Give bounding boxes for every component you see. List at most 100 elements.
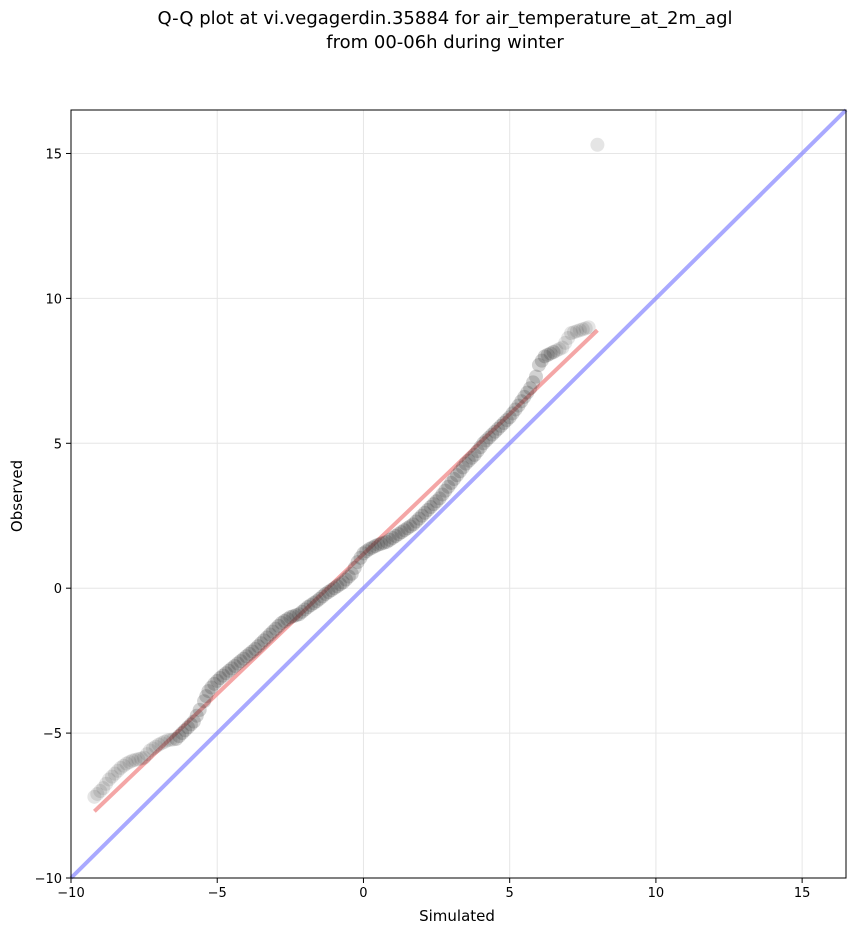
data-point [277, 614, 292, 629]
data-point [166, 732, 181, 747]
data-point [502, 410, 517, 425]
identity-line-group [69, 108, 848, 880]
data-point [248, 642, 263, 657]
data-point [578, 321, 593, 336]
data-point [490, 421, 505, 436]
data-point [154, 736, 169, 751]
data-point [520, 385, 535, 400]
data-point [280, 612, 295, 627]
data-point [485, 427, 500, 442]
data-point [318, 586, 333, 601]
data-point [312, 591, 327, 606]
data-point [423, 500, 438, 515]
data-point [514, 394, 529, 409]
data-point [394, 525, 409, 540]
data-point [137, 750, 152, 765]
data-point [505, 406, 520, 421]
data-point [104, 769, 119, 784]
data-point [447, 472, 462, 487]
data-point [96, 781, 111, 796]
fit-line [93, 328, 599, 813]
data-point [239, 649, 254, 664]
data-point [122, 755, 137, 770]
data-point [511, 398, 526, 413]
data-point [207, 676, 222, 691]
data-point [242, 646, 257, 661]
y-tick-label: −10 [35, 872, 62, 887]
x-tick-label: 15 [794, 886, 811, 901]
x-tick-label: 5 [506, 886, 514, 901]
data-point [429, 494, 444, 509]
data-point [581, 320, 596, 335]
data-point [438, 483, 453, 498]
data-point [508, 402, 523, 417]
data-point [371, 537, 386, 552]
data-point [493, 418, 508, 433]
data-point [210, 673, 225, 688]
data-point [128, 752, 143, 767]
data-points [87, 137, 605, 804]
data-point [564, 326, 579, 341]
data-point [444, 475, 459, 490]
data-point [499, 413, 514, 428]
data-point [213, 671, 228, 686]
data-point [315, 589, 330, 604]
data-point [142, 743, 157, 758]
data-point [455, 460, 470, 475]
x-tick-label: 0 [359, 886, 367, 901]
data-point [197, 694, 212, 709]
data-point [224, 661, 239, 676]
data-point [134, 751, 149, 766]
data-point [590, 137, 605, 152]
data-point [338, 572, 353, 587]
data-point [333, 577, 348, 592]
y-axis-ticks: −10 −5 0 5 10 15 [35, 147, 71, 887]
data-point [540, 347, 555, 362]
data-point [324, 583, 339, 598]
data-point [300, 600, 315, 615]
data-point [531, 358, 546, 373]
data-point [470, 444, 485, 459]
data-point [327, 581, 342, 596]
data-point [529, 369, 543, 384]
data-point [116, 758, 131, 773]
data-point [575, 322, 590, 337]
data-point [90, 786, 105, 801]
data-point [172, 728, 187, 743]
data-point [555, 340, 570, 355]
data-point [362, 542, 377, 557]
data-point [99, 776, 114, 791]
data-point [543, 346, 558, 361]
data-point [482, 430, 497, 445]
y-tick-label: 10 [45, 292, 62, 307]
data-point [201, 684, 216, 699]
data-point [274, 615, 289, 630]
data-point [257, 633, 272, 648]
data-point [93, 784, 108, 799]
data-point [534, 353, 549, 368]
data-point [306, 596, 321, 611]
data-point [391, 527, 406, 542]
data-point [178, 723, 193, 738]
data-point [450, 468, 465, 483]
data-point [382, 532, 397, 547]
data-point [189, 708, 204, 723]
x-tick-label: 10 [648, 886, 665, 901]
data-point [558, 335, 573, 350]
data-point [87, 789, 102, 804]
data-point [216, 668, 231, 683]
data-point [374, 536, 388, 551]
data-point [192, 702, 207, 717]
data-point [441, 479, 456, 494]
data-point [175, 726, 190, 741]
data-point [107, 766, 122, 781]
grid-lines [70, 110, 846, 879]
data-point [368, 539, 383, 554]
y-tick-label: 15 [45, 147, 62, 162]
data-point [572, 323, 587, 338]
data-point [283, 610, 298, 625]
data-point [271, 618, 286, 633]
data-point [569, 324, 584, 339]
data-point [160, 733, 175, 748]
data-point [496, 415, 511, 430]
